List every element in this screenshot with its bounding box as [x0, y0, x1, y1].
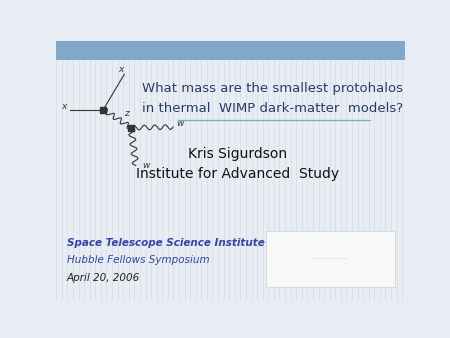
Text: w: w: [176, 119, 184, 128]
Text: z: z: [124, 108, 128, 118]
Text: What mass are the smallest protohalos: What mass are the smallest protohalos: [142, 82, 403, 95]
Text: x: x: [61, 102, 67, 111]
Text: Institute for Advanced  Study: Institute for Advanced Study: [136, 167, 339, 181]
Text: Kris Sigurdson: Kris Sigurdson: [188, 147, 287, 161]
Bar: [56, 41, 405, 60]
Text: ~~~~~~~~~: ~~~~~~~~~: [311, 256, 349, 261]
Text: Hubble Fellows Symposium: Hubble Fellows Symposium: [67, 256, 209, 265]
Bar: [266, 231, 395, 287]
Text: April 20, 2006: April 20, 2006: [67, 273, 140, 283]
Text: w: w: [142, 161, 149, 170]
Text: Space Telescope Science Institute: Space Telescope Science Institute: [67, 238, 265, 248]
Text: x: x: [118, 65, 123, 74]
Text: in thermal  WIMP dark-matter  models?: in thermal WIMP dark-matter models?: [142, 102, 403, 115]
